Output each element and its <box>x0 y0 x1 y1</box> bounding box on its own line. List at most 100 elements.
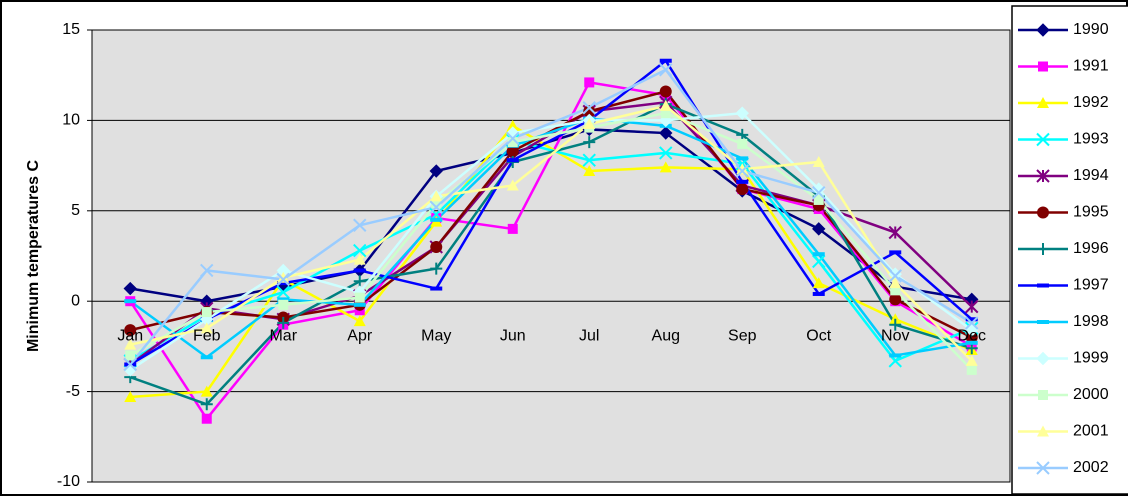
plot-area <box>91 29 1011 483</box>
data-point <box>430 190 443 202</box>
data-point <box>201 413 212 424</box>
data-point <box>429 200 443 214</box>
data-point <box>277 297 290 302</box>
data-point <box>353 275 366 288</box>
x-tick-label: May <box>421 327 451 344</box>
data-point <box>735 106 749 120</box>
x-tick-label: Apr <box>347 327 373 344</box>
legend-marker <box>1037 283 1049 288</box>
x-tick-label: Nov <box>881 327 909 344</box>
x-tick-label: Jan <box>117 327 143 344</box>
series-line <box>129 102 973 406</box>
x-tick-label: Jun <box>500 327 526 344</box>
y-tick-label: 0 <box>71 292 80 309</box>
legend-label: 1999 <box>1073 350 1109 367</box>
data-point <box>889 318 902 331</box>
legend-marker <box>1038 61 1048 72</box>
data-point <box>354 292 365 303</box>
legend-marker <box>1036 461 1050 475</box>
data-point <box>736 128 749 141</box>
data-point <box>889 353 902 358</box>
data-point <box>200 263 214 278</box>
x-tick-label: Dec <box>958 327 986 344</box>
legend-label: 1998 <box>1073 313 1109 330</box>
legend-label: 1995 <box>1073 204 1109 221</box>
data-point <box>584 77 595 88</box>
legend-marker <box>1036 132 1050 147</box>
data-point <box>353 268 366 273</box>
series-line <box>129 138 973 363</box>
data-point <box>506 179 519 191</box>
y-axis-title: Minimum temperatures C <box>25 160 42 352</box>
data-point <box>888 225 902 240</box>
y-tick-label: 5 <box>71 202 80 219</box>
legend-marker <box>1038 390 1048 400</box>
data-point <box>276 272 290 287</box>
legend-label: 1993 <box>1073 131 1109 148</box>
legend-marker <box>1037 243 1049 255</box>
y-tick-label: -10 <box>57 473 80 490</box>
series-line <box>129 111 973 371</box>
data-point <box>965 317 978 322</box>
data-point <box>659 58 672 63</box>
legend-label: 2002 <box>1073 459 1109 476</box>
legend-marker <box>1037 97 1049 108</box>
data-point <box>583 105 596 118</box>
data-point <box>124 391 137 403</box>
data-point <box>889 277 902 289</box>
data-point <box>890 285 901 296</box>
data-point <box>125 350 136 361</box>
series-line <box>129 58 973 366</box>
data-point <box>965 299 979 314</box>
data-point <box>812 155 825 167</box>
data-point <box>965 331 978 344</box>
data-point <box>660 108 671 119</box>
data-point <box>582 101 596 115</box>
data-point <box>353 315 366 327</box>
data-point <box>506 145 519 158</box>
data-point <box>812 254 826 269</box>
data-point <box>813 194 824 205</box>
x-tick-label: Sep <box>728 327 757 344</box>
data-point <box>353 243 367 258</box>
data-point <box>430 240 443 253</box>
data-point <box>123 281 137 296</box>
legend-marker <box>1036 169 1050 183</box>
data-point <box>430 217 443 222</box>
legend-marker <box>1036 351 1050 366</box>
data-point <box>277 271 290 283</box>
data-point <box>735 164 749 178</box>
data-point <box>583 165 596 177</box>
data-point <box>200 398 213 411</box>
legend-label: 1994 <box>1073 167 1109 184</box>
data-point <box>201 307 212 318</box>
data-point <box>429 164 443 178</box>
legend-marker <box>1036 23 1050 37</box>
legend-marker <box>1037 206 1049 219</box>
legend-marker <box>1037 425 1049 437</box>
y-tick-label: 10 <box>62 112 80 129</box>
legend-label: 1990 <box>1073 21 1109 38</box>
data-point <box>659 99 672 111</box>
data-point <box>812 186 826 200</box>
data-point <box>123 357 137 372</box>
data-point <box>659 161 672 173</box>
x-tick-label: Feb <box>193 327 221 344</box>
legend-label: 1997 <box>1073 277 1109 294</box>
data-point <box>889 293 902 306</box>
data-point <box>278 299 289 310</box>
data-point <box>965 316 979 330</box>
series-line <box>129 68 973 366</box>
data-point <box>277 316 290 329</box>
data-point <box>812 252 825 257</box>
data-point <box>966 364 977 375</box>
data-point <box>888 269 902 283</box>
data-point <box>430 262 443 275</box>
legend-marker <box>1037 320 1049 324</box>
data-point <box>812 277 825 289</box>
data-point <box>736 179 749 184</box>
data-point <box>124 324 137 337</box>
data-point <box>659 63 673 77</box>
data-point <box>353 218 367 232</box>
